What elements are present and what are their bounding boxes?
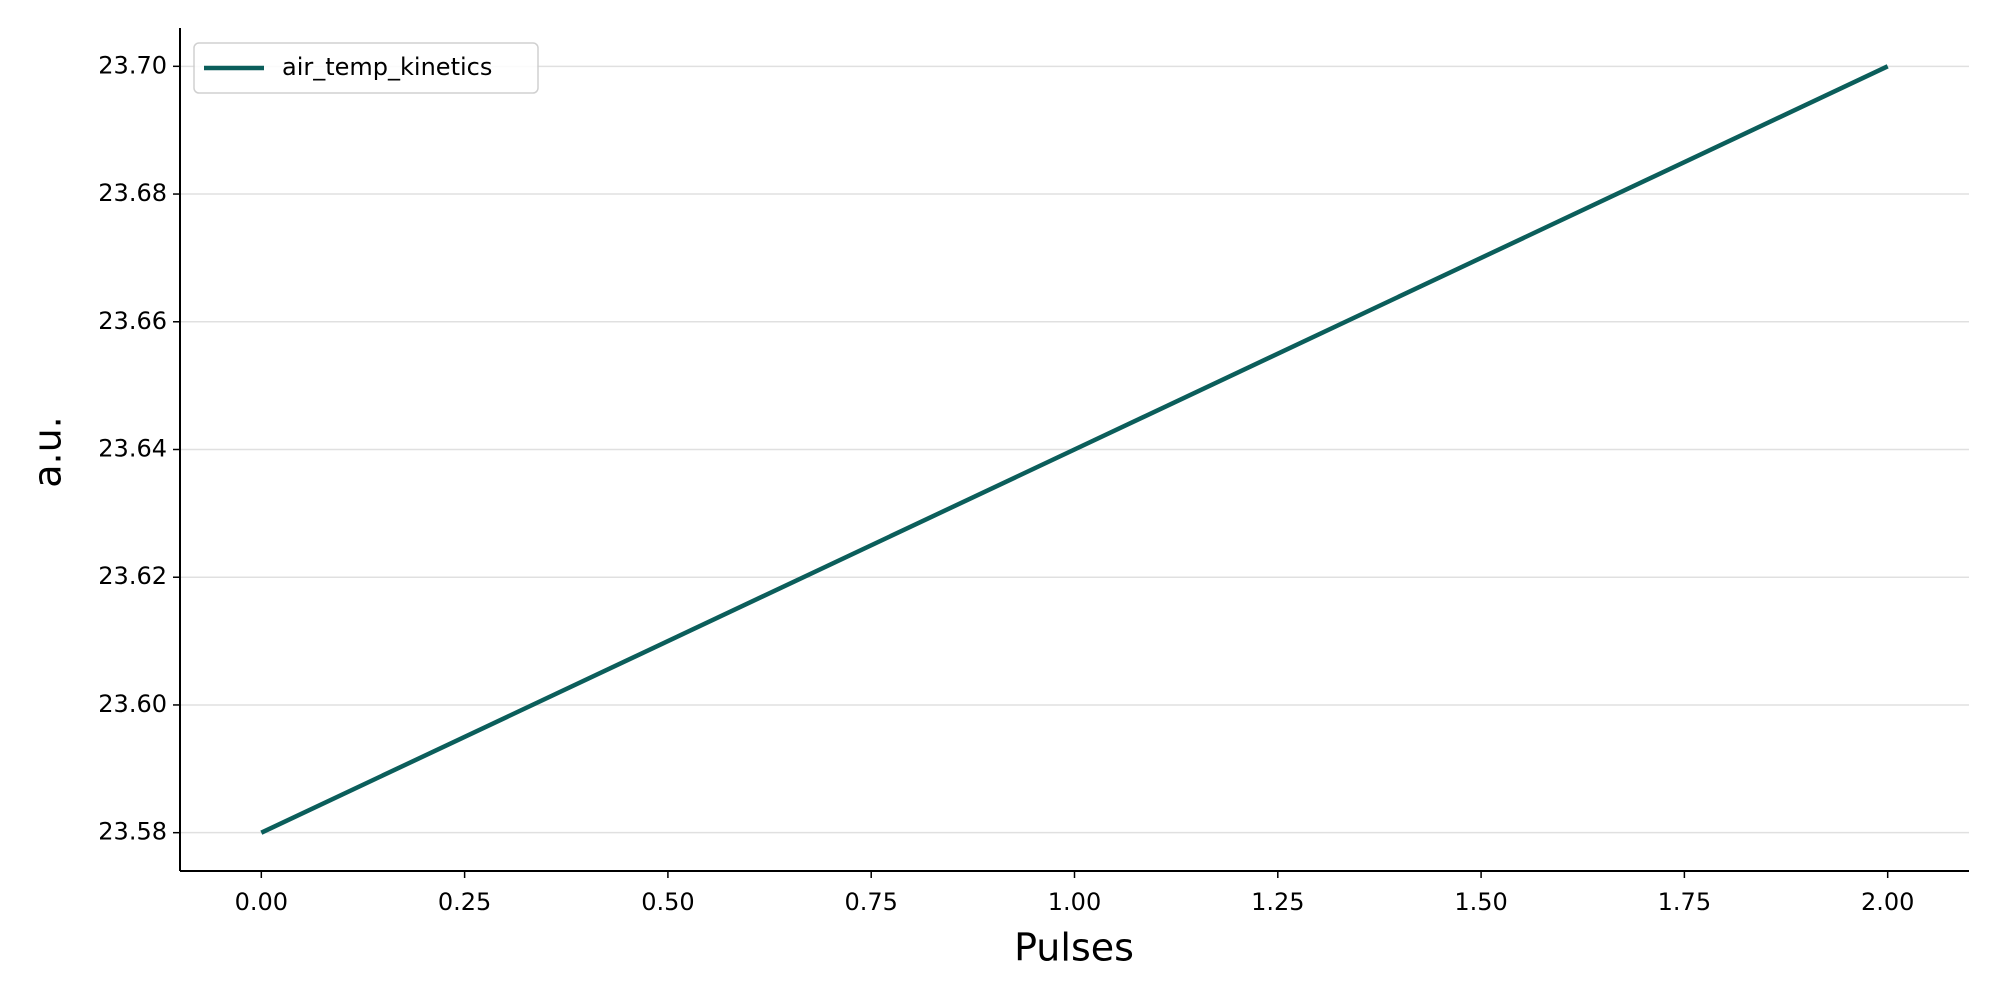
y-tick-label: 23.60 (98, 690, 167, 718)
y-tick-label: 23.62 (98, 562, 167, 590)
legend-box (193, 42, 539, 94)
x-tick-label: 1.00 (1048, 888, 1101, 916)
y-tick-label: 23.58 (98, 818, 167, 846)
x-tick-label: 0.00 (235, 888, 288, 916)
x-axis-title: Pulses (1014, 926, 1134, 970)
x-tick-label: 1.25 (1251, 888, 1304, 916)
legend: air_temp_kinetics (193, 42, 539, 94)
y-tick-label: 23.64 (98, 435, 167, 463)
x-tick-label: 0.25 (438, 888, 491, 916)
data-line (260, 64, 1889, 835)
x-tick-label: 0.50 (641, 888, 694, 916)
x-tick-label: 1.50 (1454, 888, 1507, 916)
legend-label: air_temp_kinetics (282, 53, 492, 81)
y-tick-label: 23.66 (98, 307, 167, 335)
y-axis-title: a.u. (26, 416, 70, 488)
x-tick-label: 2.00 (1861, 888, 1914, 916)
y-tick-label: 23.70 (98, 51, 167, 79)
y-tick-label: 23.68 (98, 179, 167, 207)
x-tick-label: 0.75 (844, 888, 897, 916)
x-tick-label: 1.75 (1658, 888, 1711, 916)
